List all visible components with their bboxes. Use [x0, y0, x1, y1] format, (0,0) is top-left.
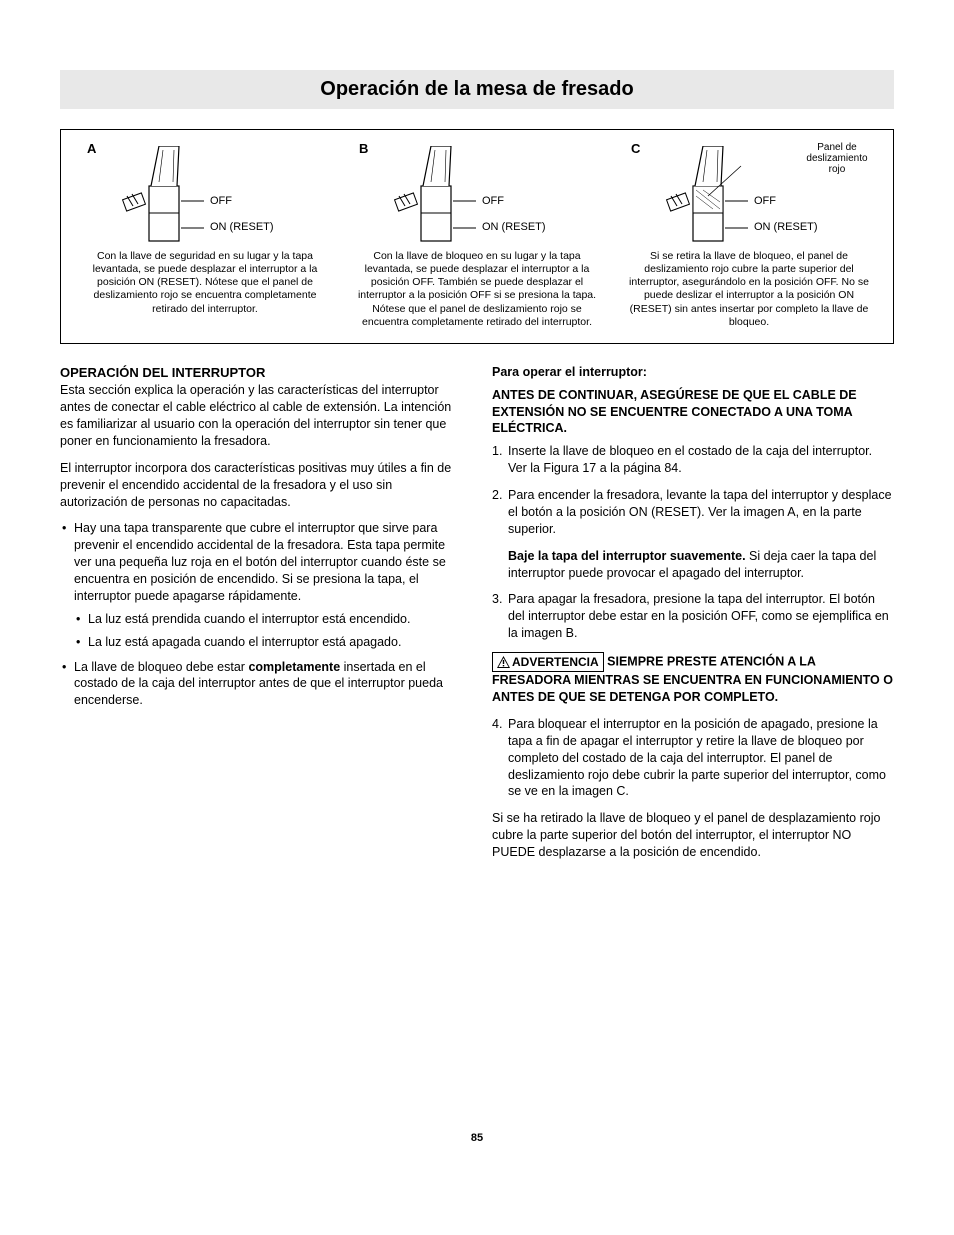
on-label: ON (RESET) — [754, 220, 818, 235]
step-item: 2.Para encender la fresadora, levante la… — [492, 487, 894, 538]
on-label: ON (RESET) — [210, 220, 274, 235]
page-title: Operación de la mesa de fresado — [60, 70, 894, 109]
warning-icon — [497, 656, 510, 668]
left-column: OPERACIÓN DEL INTERRUPTOR Esta sección e… — [60, 364, 462, 871]
page-number: 85 — [60, 1131, 894, 1146]
sub-heading: Para operar el interruptor: — [492, 364, 894, 381]
diagram-panel-a: A OFF ON (RESET) — [69, 140, 341, 329]
switch-icon — [391, 146, 481, 246]
sub-bullet-item: La luz está prendida cuando el interrupt… — [74, 611, 462, 628]
intro-paragraph-1: Esta sección explica la operación y las … — [60, 382, 462, 450]
right-column: Para operar el interruptor: ANTES DE CON… — [492, 364, 894, 871]
bullet-item: Hay una tapa transparente que cubre el i… — [60, 520, 462, 650]
content-columns: OPERACIÓN DEL INTERRUPTOR Esta sección e… — [60, 364, 894, 871]
diagram-panel-c: C P — [613, 140, 885, 329]
warning-label: ADVERTENCIA — [512, 655, 599, 669]
off-label: OFF — [210, 194, 232, 209]
bullet-text: Hay una tapa transparente que cubre el i… — [74, 521, 446, 603]
step-item: 3.Para apagar la fresadora, presione la … — [492, 591, 894, 642]
step-item: 1.Inserte la llave de bloqueo en el cost… — [492, 443, 894, 477]
diagrams-container: A OFF ON (RESET) — [60, 129, 894, 344]
intro-paragraph-2: El interruptor incorpora dos característ… — [60, 460, 462, 511]
switch-icon — [119, 146, 209, 246]
switch-icon — [663, 146, 753, 246]
panel-letter: A — [87, 140, 96, 158]
closing-paragraph: Si se ha retirado la llave de bloqueo y … — [492, 810, 894, 861]
pre-warning-note: ANTES DE CONTINUAR, ASEGÚRESE DE QUE EL … — [492, 387, 894, 438]
panel-caption: Con la llave de bloqueo en su lugar y la… — [357, 250, 597, 329]
diagram-panel-b: B OFF ON (RESET) Con la llave de bloqueo… — [341, 140, 613, 329]
section-heading: OPERACIÓN DEL INTERRUPTOR — [60, 364, 462, 382]
off-label: OFF — [482, 194, 504, 209]
panel-caption: Con la llave de seguridad en su lugar y … — [85, 250, 325, 316]
on-label: ON (RESET) — [482, 220, 546, 235]
step-item: 4.Para bloquear el interruptor en la pos… — [492, 716, 894, 800]
panel-caption: Si se retira la llave de bloqueo, el pan… — [629, 250, 869, 329]
warning-badge: ADVERTENCIA — [492, 652, 604, 672]
panel-letter: C — [631, 140, 640, 158]
panel-letter: B — [359, 140, 368, 158]
bullet-item: La llave de bloqueo debe estar completam… — [60, 659, 462, 710]
warning-paragraph: ADVERTENCIA SIEMPRE PRESTE ATENCIÓN A LA… — [492, 652, 894, 706]
off-label: OFF — [754, 194, 776, 209]
sub-bullet-item: La luz está apagada cuando el interrupto… — [74, 634, 462, 651]
panel-annotation: Panel de deslizamiento rojo — [797, 142, 877, 175]
step-note: Baje la tapa del interruptor suavemente.… — [508, 548, 894, 582]
